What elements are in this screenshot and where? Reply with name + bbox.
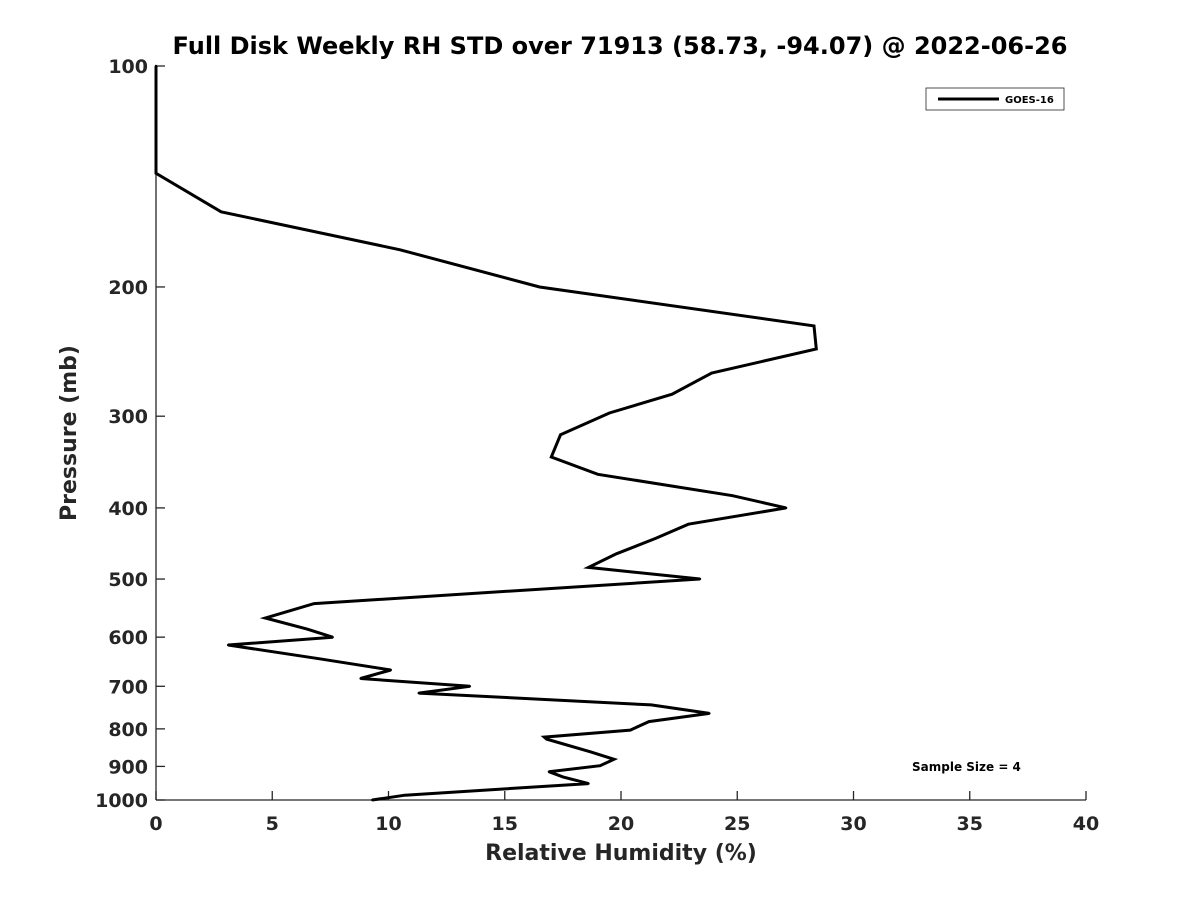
series-point [547, 770, 551, 773]
series-point [650, 703, 653, 707]
y-tick-label: 200 [108, 277, 148, 299]
series-point [219, 210, 223, 213]
series-point [608, 411, 611, 415]
series-point [317, 657, 320, 660]
legend: GOES-16 [925, 87, 1065, 111]
x-tick-label: 20 [608, 813, 634, 835]
series-point [710, 371, 713, 375]
x-tick-label: 30 [840, 813, 866, 835]
series-point [154, 172, 158, 175]
series-point [543, 735, 546, 739]
x-ticks: 0 5 10 15 20 25 30 35 40 [149, 791, 1099, 835]
series-point [559, 433, 562, 436]
series-point [784, 506, 788, 510]
series-line-goes-16 [154, 66, 818, 802]
y-tick-label: 500 [108, 569, 148, 591]
x-tick-label: 0 [149, 813, 162, 835]
series-point [538, 285, 541, 289]
series-point [598, 764, 602, 767]
x-tick-label: 15 [492, 813, 518, 835]
x-tick-label: 35 [957, 813, 983, 835]
y-tick-label: 700 [108, 676, 148, 698]
series-point [545, 737, 548, 741]
y-tick-label: 100 [108, 56, 148, 78]
y-tick-label: 300 [108, 406, 148, 428]
series-point [264, 616, 267, 620]
x-tick-label: 40 [1073, 813, 1099, 835]
series-point [312, 602, 316, 605]
series-point [331, 636, 334, 639]
series-point [615, 552, 618, 555]
series-point [417, 691, 420, 695]
series-point [647, 720, 651, 723]
series-point [596, 473, 599, 476]
legend-label-goes-16: GOES-16 [1005, 95, 1054, 106]
series-point [398, 248, 402, 251]
series-point [612, 758, 616, 761]
series-point [698, 577, 702, 581]
x-tick-label: 5 [266, 813, 279, 835]
series-point [226, 643, 230, 647]
series-point [305, 627, 309, 631]
series-point [589, 750, 592, 754]
y-axis-label: Pressure (mb) [57, 345, 82, 521]
series-point [550, 455, 553, 459]
y-tick-label: 800 [108, 719, 148, 741]
y-ticks: 100 200 300 400 500 600 700 800 900 1000 [95, 56, 165, 812]
series-point [587, 782, 590, 785]
series-point [815, 347, 818, 351]
y-tick-label: 600 [108, 627, 148, 649]
sample-size-annotation: Sample Size = 4 [912, 760, 1021, 774]
series-point [731, 494, 734, 497]
y-tick-label: 400 [108, 498, 148, 520]
series-group [154, 64, 818, 802]
x-axis-label: Relative Humidity (%) [485, 841, 757, 866]
x-tick-label: 10 [375, 813, 401, 835]
series-point [561, 775, 565, 779]
series-point [629, 728, 632, 732]
series-point [812, 324, 816, 328]
series-point [687, 523, 690, 526]
series-point [403, 794, 406, 797]
series-point [371, 798, 374, 802]
series-point [154, 64, 158, 68]
y-tick-label: 1000 [95, 790, 148, 812]
chart-title: Full Disk Weekly RH STD over 71913 (58.7… [173, 32, 1068, 60]
series-point [708, 712, 711, 715]
y-tick-label: 900 [108, 756, 148, 778]
series-point [389, 668, 392, 672]
x-tick-label: 25 [724, 813, 750, 835]
series-point [468, 685, 472, 688]
series-point [654, 537, 658, 540]
series-point [359, 677, 362, 680]
series-point [670, 393, 674, 396]
series-point [587, 566, 590, 569]
